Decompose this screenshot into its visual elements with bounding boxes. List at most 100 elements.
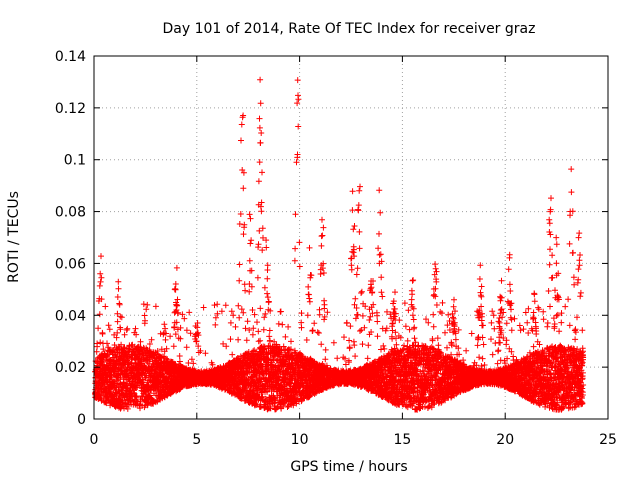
- data-point: [125, 361, 132, 368]
- data-point: [311, 320, 318, 327]
- data-point: [114, 329, 121, 336]
- data-point: [244, 318, 251, 325]
- data-point: [214, 310, 221, 317]
- data-point: [298, 310, 305, 317]
- data-point: [356, 187, 363, 194]
- data-point: [292, 211, 299, 218]
- data-point: [194, 320, 201, 326]
- data-point: [95, 325, 102, 332]
- data-point: [285, 323, 292, 330]
- data-point: [152, 303, 159, 310]
- data-point: [374, 318, 381, 325]
- data-point: [124, 325, 131, 332]
- data-point: [330, 339, 337, 346]
- data-point: [291, 257, 298, 264]
- data-point: [243, 337, 250, 344]
- data-point: [146, 360, 153, 367]
- data-point: [264, 294, 271, 301]
- data-point: [187, 330, 194, 337]
- data-point: [266, 333, 273, 340]
- data-point: [319, 232, 326, 239]
- data-point: [306, 298, 313, 305]
- data-point: [183, 327, 190, 334]
- data-point: [257, 337, 264, 344]
- data-point: [247, 240, 254, 247]
- data-point: [202, 350, 209, 357]
- data-point: [238, 306, 245, 313]
- data-point: [264, 262, 271, 269]
- data-point: [108, 388, 115, 395]
- data-point: [376, 251, 383, 258]
- data-point: [366, 317, 373, 323]
- data-point: [188, 356, 195, 363]
- data-point: [347, 323, 354, 330]
- data-point: [295, 96, 302, 103]
- data-point: [144, 301, 151, 308]
- data-point: [379, 293, 386, 300]
- data-point: [98, 296, 105, 303]
- data-point: [319, 216, 325, 223]
- data-point: [353, 271, 360, 278]
- data-point: [197, 347, 204, 354]
- data-point: [334, 355, 341, 362]
- data-point: [320, 270, 327, 276]
- data-point: [248, 267, 255, 274]
- data-point: [318, 233, 325, 240]
- data-point: [171, 324, 178, 331]
- data-point: [159, 353, 166, 360]
- data-point: [143, 357, 150, 364]
- data-point: [162, 336, 169, 343]
- data-point: [242, 287, 249, 294]
- data-point: [266, 327, 273, 334]
- data-point: [296, 263, 303, 270]
- data-point: [163, 330, 169, 337]
- data-point: [296, 239, 303, 246]
- data-point: [318, 242, 325, 249]
- data-point: [355, 202, 362, 209]
- data-point: [218, 308, 225, 315]
- data-point: [190, 360, 197, 367]
- data-point: [249, 331, 256, 338]
- data-point: [172, 281, 179, 287]
- data-point: [378, 274, 385, 281]
- data-point: [236, 261, 243, 268]
- data-point: [147, 392, 154, 399]
- data-point: [98, 274, 105, 281]
- data-point: [114, 294, 121, 300]
- data-point: [229, 351, 236, 358]
- data-point: [391, 305, 398, 312]
- data-point: [163, 345, 170, 352]
- data-point: [324, 309, 331, 316]
- data-point: [117, 326, 124, 333]
- data-point: [113, 334, 120, 341]
- data-point: [257, 305, 264, 312]
- data-point: [106, 326, 113, 333]
- data-point: [148, 336, 155, 343]
- data-point: [255, 241, 262, 248]
- data-point: [359, 312, 366, 319]
- data-point: [174, 296, 181, 303]
- data-point: [97, 278, 104, 285]
- data-point: [115, 278, 122, 285]
- data-point: [359, 341, 366, 348]
- data-point: [146, 341, 153, 347]
- data-point: [346, 337, 353, 344]
- data-point: [161, 321, 168, 328]
- data-point: [227, 336, 234, 343]
- data-point: [375, 245, 382, 252]
- data-point: [381, 345, 388, 352]
- data-point: [114, 318, 121, 325]
- data-point: [358, 290, 365, 296]
- data-point: [396, 317, 403, 324]
- data-point: [142, 317, 148, 324]
- data-point: [257, 100, 264, 107]
- grid-lines: [94, 56, 608, 419]
- data-point: [368, 284, 375, 291]
- data-point: [282, 333, 289, 340]
- data-point: [102, 303, 109, 310]
- data-point: [295, 123, 302, 130]
- data-point: [235, 302, 242, 309]
- data-point: [306, 295, 313, 302]
- data-point: [320, 224, 327, 231]
- data-point: [354, 265, 361, 272]
